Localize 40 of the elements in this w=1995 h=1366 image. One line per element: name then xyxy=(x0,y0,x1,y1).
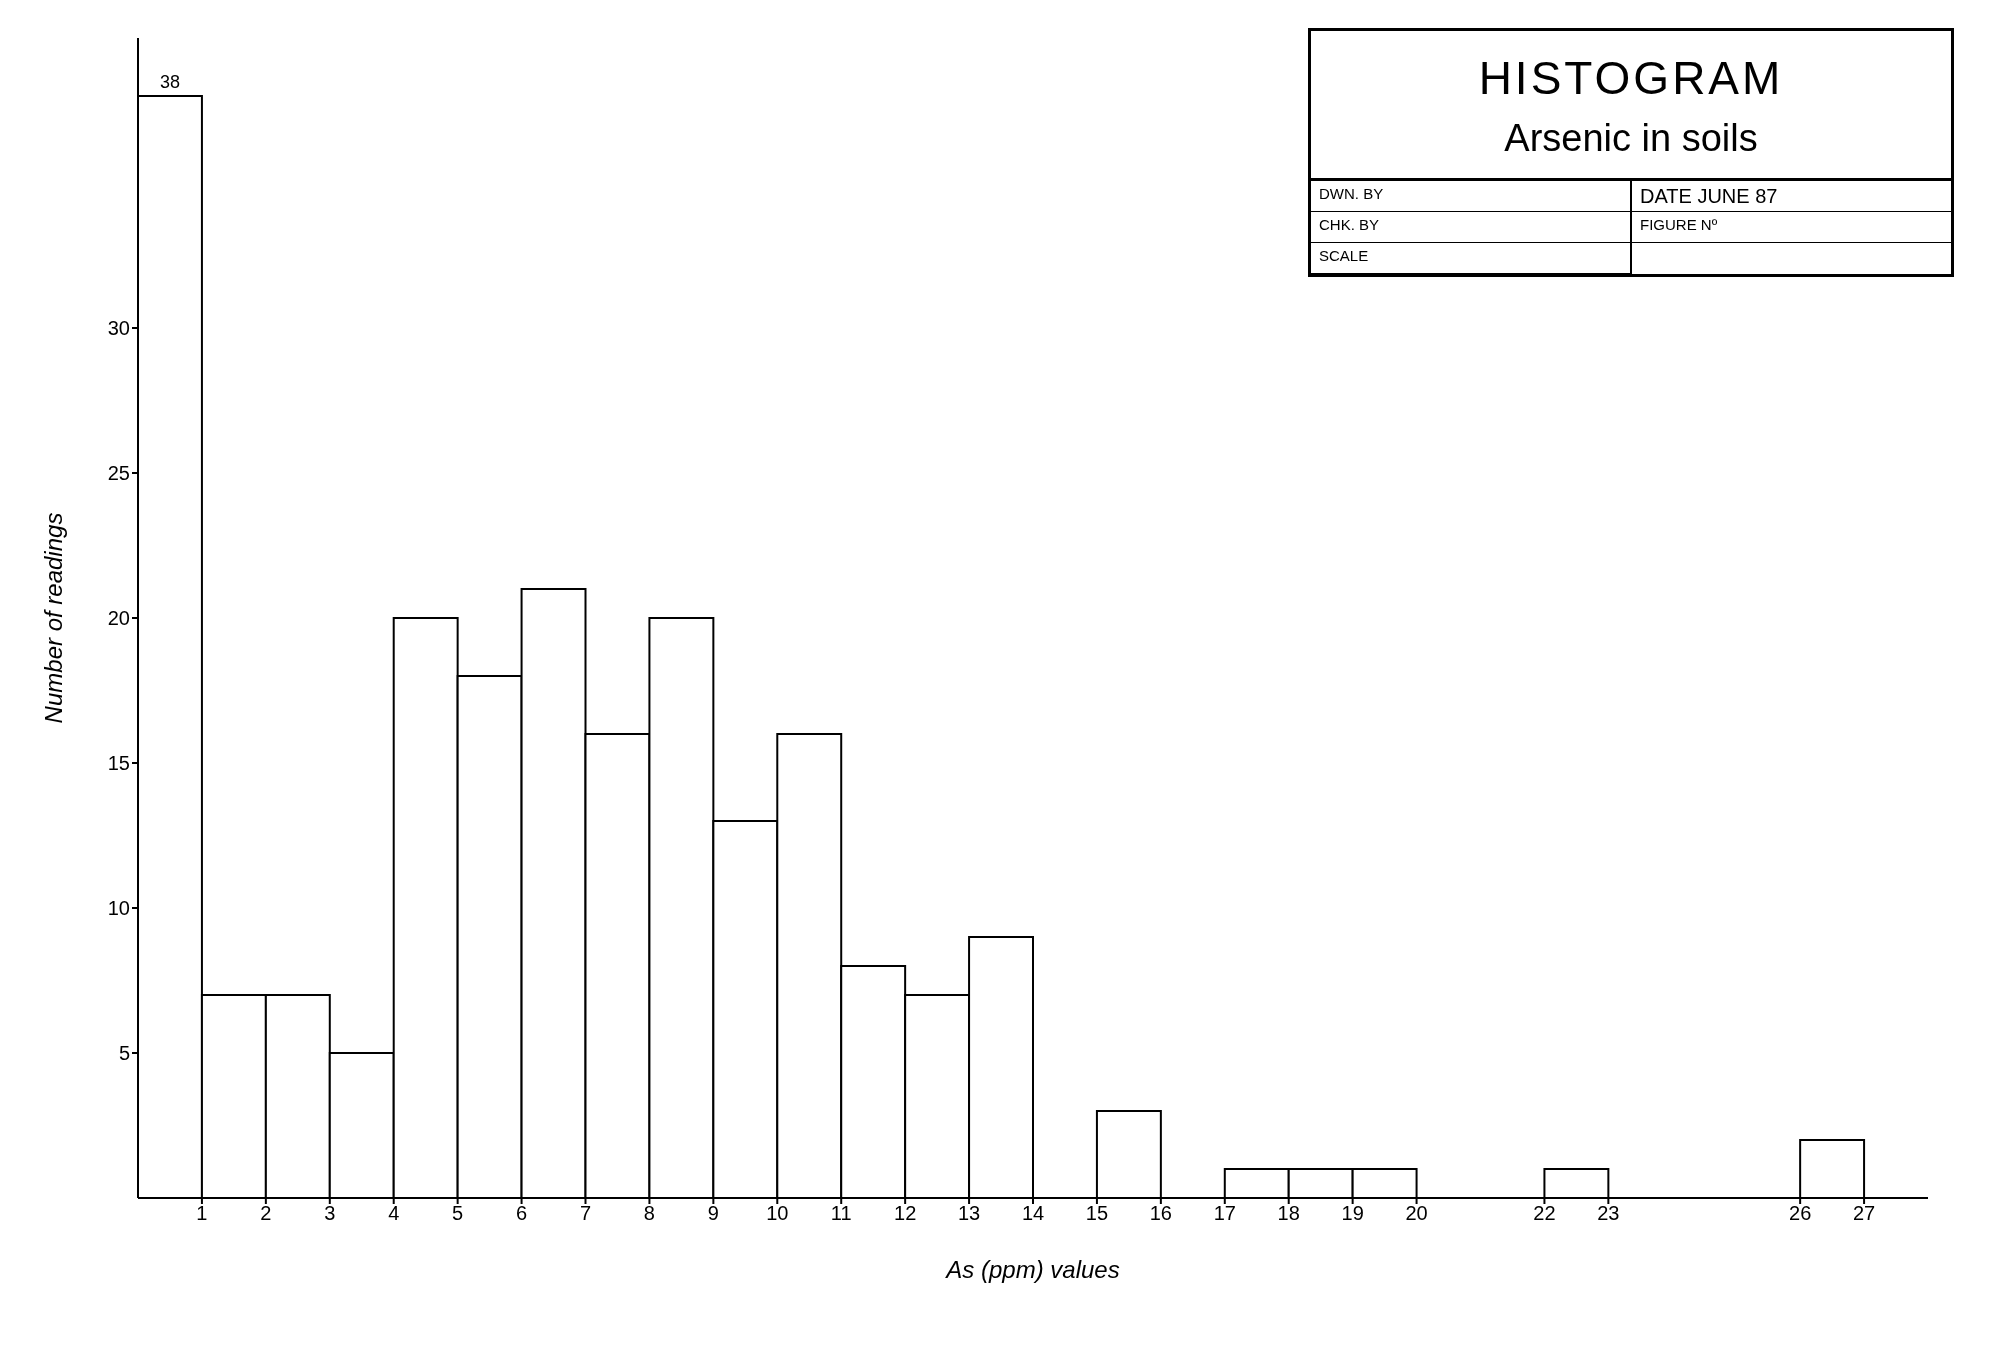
y-tick-label: 20 xyxy=(107,607,130,630)
y-tick-label: 15 xyxy=(107,752,130,775)
y-tick-label: 25 xyxy=(107,462,130,485)
x-tick-label: 5 xyxy=(452,1202,464,1225)
x-tick-label: 7 xyxy=(579,1202,592,1225)
x-tick-label: 12 xyxy=(894,1202,917,1225)
annotation: SCALE xyxy=(1311,243,1630,274)
x-tick-label: 23 xyxy=(1597,1202,1620,1225)
y-tick-label: 30 xyxy=(107,317,130,340)
x-tick-label: 20 xyxy=(1405,1202,1428,1225)
x-tick-label: 17 xyxy=(1213,1202,1236,1225)
x-tick-label: 11 xyxy=(830,1202,852,1225)
x-tick-label: 3 xyxy=(324,1202,336,1225)
x-tick-label: 22 xyxy=(1533,1202,1556,1225)
annotation: DWN. BY xyxy=(1311,181,1630,212)
x-tick-label: 10 xyxy=(766,1202,789,1225)
x-tick-label: 1 xyxy=(196,1202,208,1225)
chart-title: HISTOGRAM xyxy=(1477,51,1785,105)
y-axis-title: Number of readings xyxy=(39,512,67,724)
text: Arsenic in soils xyxy=(1504,117,1758,159)
data-label: 38 xyxy=(159,72,180,92)
x-axis-title: As (ppm) values xyxy=(944,1256,1120,1283)
x-tick-label: 9 xyxy=(707,1202,719,1225)
annotation: FIGURE Nº xyxy=(1632,212,1951,243)
x-tick-label: 26 xyxy=(1789,1202,1812,1225)
y-tick-label: 10 xyxy=(107,897,130,920)
x-tick-label: 18 xyxy=(1277,1202,1300,1225)
y-tick-label: 5 xyxy=(118,1042,130,1065)
x-tick-label: 6 xyxy=(516,1202,528,1225)
x-tick-label: 15 xyxy=(1085,1202,1109,1225)
x-tick-label: 19 xyxy=(1341,1202,1364,1225)
x-tick-label: 27 xyxy=(1852,1202,1876,1225)
x-tick-label: 13 xyxy=(957,1202,981,1225)
x-tick-label: 14 xyxy=(1021,1202,1045,1225)
x-tick-label: 8 xyxy=(643,1202,655,1225)
annotation: DATE JUNE 87 xyxy=(1632,181,1951,212)
annotation: CHK. BY xyxy=(1311,212,1630,243)
x-tick-label: 4 xyxy=(388,1202,400,1225)
x-tick-label: 16 xyxy=(1149,1202,1172,1225)
x-tick-label: 2 xyxy=(260,1202,272,1225)
